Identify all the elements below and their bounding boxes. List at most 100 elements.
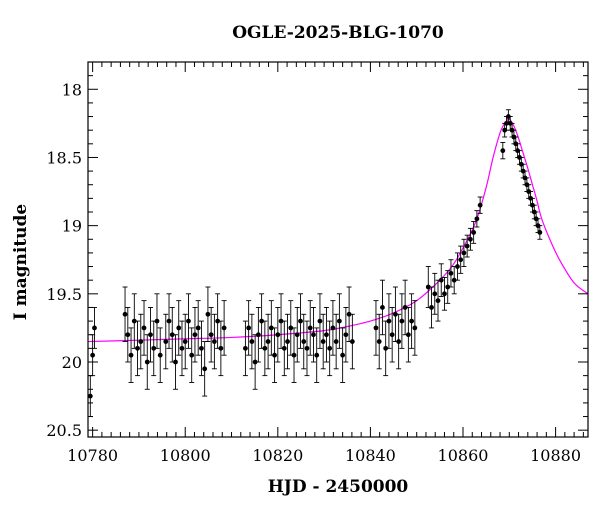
data-point [343,332,349,338]
data-point [307,325,313,331]
data-point [412,325,418,331]
data-point [275,332,281,338]
axes-layer: 10780 10800 10820 10840 10860 10880 18 18.5 19 19… [46,61,589,465]
data-point [249,339,255,344]
data-point [144,359,150,365]
data-point [314,352,320,358]
y-tick-label: 19 [62,217,82,236]
x-tick-label: 10780 [67,446,118,465]
data-point [396,339,402,344]
data-point [327,345,333,351]
data-point [272,352,277,358]
x-tick-label: 10840 [345,446,396,465]
data-point [445,284,451,290]
data-point [448,270,454,276]
data-layer [87,109,543,417]
data-point [189,352,195,358]
data-point [169,332,175,338]
data-point [285,339,290,344]
data-point [474,216,480,222]
data-point [211,339,217,344]
data-point [399,318,405,324]
x-tick-label: 10800 [160,446,211,465]
data-point [92,325,97,331]
model-layer [87,118,589,343]
data-point [386,318,392,324]
data-point [122,311,128,317]
x-axis-label: HJD - 2450000 [268,477,409,497]
data-point [262,345,268,351]
data-point [438,277,444,283]
data-point [301,339,307,344]
x-tick-label: 10880 [530,446,581,465]
data-point [138,339,144,344]
data-point [442,291,447,297]
y-axis-label: I magnitude [11,204,31,321]
data-point [131,318,137,324]
data-point [125,332,131,338]
data-point [182,339,188,344]
data-point [435,298,441,304]
data-point [304,345,310,351]
y-tick-label: 20 [62,353,82,372]
data-point [179,345,185,351]
data-point [278,318,284,324]
data-point [154,318,160,324]
model-curve [87,118,589,343]
x-tick-label: 10860 [438,446,489,465]
data-point [324,332,329,338]
data-point [393,311,398,317]
data-point [205,311,211,317]
data-point [330,325,336,331]
y-tick-label: 18 [62,80,82,99]
data-point [477,202,483,208]
data-point [199,345,204,351]
data-point [402,305,408,310]
data-point [215,318,221,324]
data-point [455,264,460,269]
data-point [252,359,258,365]
data-point [409,318,415,324]
data-point [471,230,477,235]
data-point [429,305,434,310]
data-point [221,325,227,331]
data-point [176,325,182,331]
data-point [349,339,355,344]
data-point [90,352,96,358]
data-point [255,332,261,338]
data-point [208,332,214,338]
data-point [166,318,172,324]
data-point [405,332,411,338]
data-point [346,311,352,317]
data-point [186,318,191,324]
data-point [383,345,389,351]
data-point [320,339,326,344]
data-point [265,339,271,344]
data-point [202,366,208,372]
data-point [537,230,543,235]
data-point [268,325,274,331]
data-point [461,250,467,256]
data-point [87,393,93,399]
data-point [500,148,506,154]
data-point [135,345,140,351]
data-point [468,236,473,242]
data-point [218,345,224,351]
data-point [288,325,294,331]
data-point [128,352,134,358]
data-point [425,284,431,290]
data-point [291,352,297,358]
data-point [373,325,379,331]
data-point [163,339,169,344]
data-point [246,325,252,331]
data-point [336,318,342,324]
x-tick-label: 10820 [252,446,303,465]
data-point [376,339,382,344]
data-point [173,359,178,365]
data-point [380,305,385,310]
data-point [317,318,323,324]
data-point [148,332,153,338]
data-point [464,243,470,249]
y-tick-label: 20.5 [46,421,82,440]
